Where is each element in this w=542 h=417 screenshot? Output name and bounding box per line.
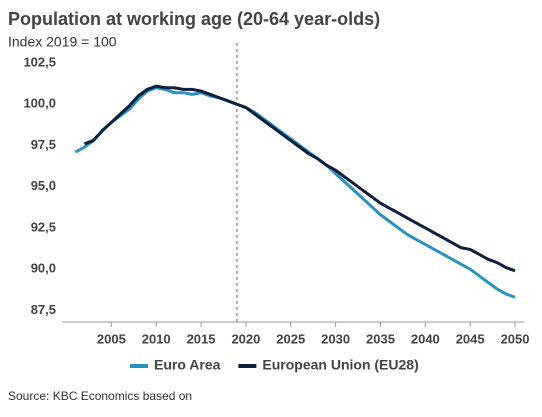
- x-tick-label: 2010: [142, 331, 171, 346]
- y-tick-label: 90,0: [31, 261, 56, 276]
- chart-subtitle: Index 2019 = 100: [8, 34, 117, 50]
- chart-title: Population at working age (20-64 year-ol…: [8, 9, 380, 29]
- y-tick-label: 97,5: [31, 137, 56, 152]
- x-tick-label: 2050: [501, 331, 530, 346]
- series-line: [74, 86, 516, 299]
- x-tick-label: 2045: [456, 331, 485, 346]
- x-tick-label: 2020: [231, 331, 260, 346]
- source: Source: KBC Economics based on: [8, 389, 192, 403]
- x-tick-label: 2005: [97, 331, 126, 346]
- series-line: [83, 84, 516, 273]
- legend-label: European Union (EU28): [262, 357, 418, 373]
- x-tick-label: 2030: [321, 331, 350, 346]
- y-tick-label: 102,5: [23, 54, 56, 69]
- y-tick-label: 95,0: [31, 178, 56, 193]
- x-tick-label: 2040: [411, 331, 440, 346]
- y-tick-label: 100,0: [23, 96, 56, 111]
- x-tick-label: 2015: [187, 331, 216, 346]
- y-tick-label: 87,5: [31, 302, 56, 317]
- x-tick-label: 2025: [276, 331, 305, 346]
- legend-label: Euro Area: [154, 357, 221, 373]
- x-tick-label: 2035: [366, 331, 395, 346]
- y-tick-label: 92,5: [31, 219, 56, 234]
